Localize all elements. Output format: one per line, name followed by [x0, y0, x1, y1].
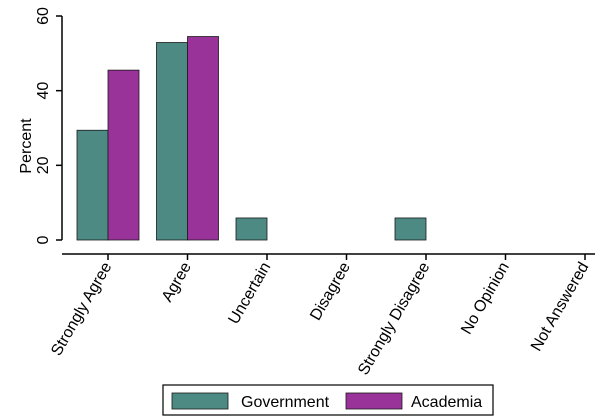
y-ticks: 0 20 40 60	[35, 7, 62, 244]
legend-label-government: Government	[241, 394, 330, 411]
x-ticks: Strongly Agree Agree Uncertain Disagree Stro…	[48, 254, 592, 378]
legend-label-academia: Academia	[411, 394, 482, 411]
bar-academia-0	[107, 69, 140, 241]
x-tick-label: Agree	[159, 259, 195, 305]
bar-government-4	[394, 217, 427, 241]
x-tick-label: Uncertain	[225, 260, 274, 328]
bar-government-0	[76, 129, 109, 241]
bar-academia-1	[187, 36, 219, 241]
x-tick-label: Strongly Agree	[48, 259, 115, 358]
y-tick-label: 40	[35, 82, 52, 100]
bar-government-2	[235, 217, 268, 241]
legend: Government Academia	[162, 384, 494, 416]
x-tick-label: Not Answered	[528, 260, 593, 355]
x-tick-label: No Opinion	[458, 260, 513, 338]
legend-swatch-academia	[345, 392, 403, 410]
plot-area	[76, 36, 427, 241]
y-axis-title: Percent	[18, 118, 35, 174]
y-tick-label: 0	[35, 235, 52, 244]
y-tick-label: 60	[35, 7, 52, 25]
legend-swatch-government	[171, 392, 229, 410]
bar-government-1	[156, 42, 188, 241]
y-tick-label: 20	[35, 156, 52, 174]
x-tick-label: Strongly Disagree	[355, 259, 433, 378]
x-tick-label: Disagree	[307, 259, 354, 323]
